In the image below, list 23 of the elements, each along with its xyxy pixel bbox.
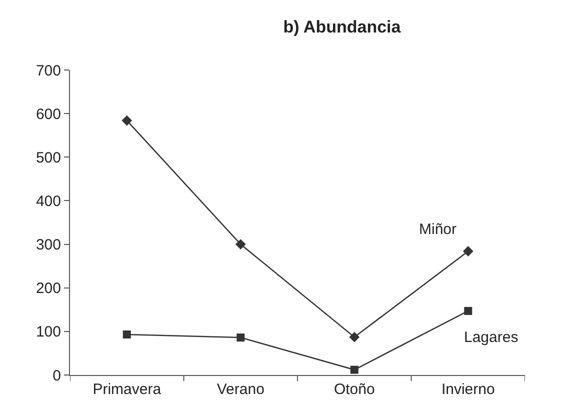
point (122, 115, 132, 126)
y-tick-label: 0 (52, 367, 61, 384)
x-tick-label: Primavera (92, 381, 162, 398)
point (349, 332, 360, 342)
point (122, 330, 131, 338)
y-tick-label: 400 (36, 192, 61, 210)
y-tick-label: 300 (36, 236, 61, 254)
y-tick-label: 600 (36, 106, 61, 123)
series-label: Lagares (464, 329, 518, 346)
series-label: Miñor (419, 221, 457, 238)
x-tick-label: Otoño (334, 381, 375, 398)
point (350, 366, 358, 374)
point (236, 334, 245, 342)
chart-title: b) Abundancia (283, 18, 402, 37)
y-tick-label: 100 (36, 324, 61, 341)
y-tick-label: 700 (36, 62, 61, 80)
y-tick-label: 500 (36, 149, 61, 166)
point (464, 306, 472, 315)
x-tick-label: Verano (216, 381, 264, 398)
y-tick-label: 200 (36, 280, 61, 298)
x-tick-label: Invierno (441, 381, 495, 398)
point (235, 239, 246, 250)
point (462, 246, 474, 256)
